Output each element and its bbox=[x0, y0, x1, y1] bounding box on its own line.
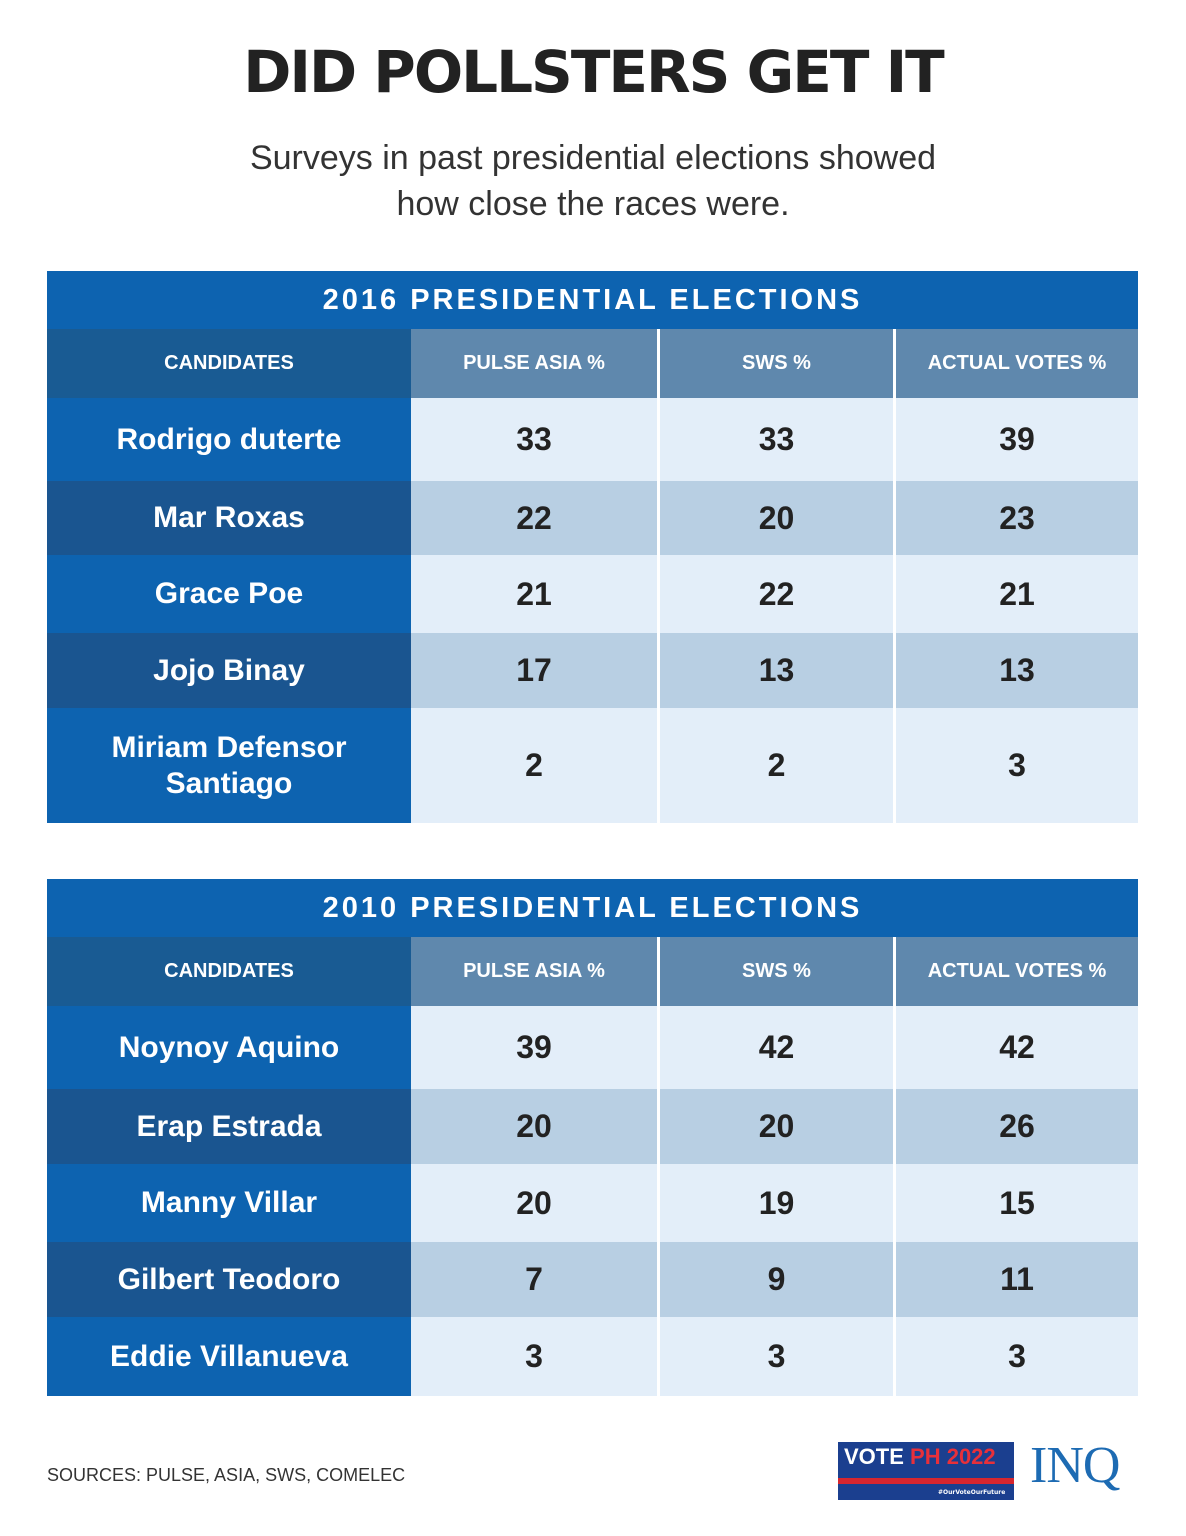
candidate-name: Grace Poe bbox=[47, 555, 411, 633]
percent-value: 42 bbox=[896, 1006, 1138, 1089]
percent-value: 42 bbox=[660, 1006, 896, 1089]
percent-value: 13 bbox=[660, 633, 896, 708]
percent-value: 33 bbox=[411, 398, 660, 481]
candidate-name: Jojo Binay bbox=[47, 633, 411, 708]
table-row: Noynoy Aquino 39 42 42 bbox=[47, 1006, 1138, 1089]
percent-value: 20 bbox=[411, 1164, 660, 1242]
percent-value: 2 bbox=[660, 708, 896, 823]
hashtag: #OurVoteOurFuture bbox=[938, 1489, 1006, 1496]
table-row: Rodrigo duterte 33 33 39 bbox=[47, 398, 1138, 481]
candidate-name: Mar Roxas bbox=[47, 481, 411, 555]
percent-value: 11 bbox=[896, 1242, 1138, 1317]
candidate-name: Gilbert Teodoro bbox=[47, 1242, 411, 1317]
sources-note: SOURCES: PULSE, ASIA, SWS, COMELEC bbox=[47, 1465, 406, 1485]
percent-value: 3 bbox=[411, 1317, 660, 1396]
vote-ph-2022-logo: VOTE PH 2022 #OurVoteOurFuture bbox=[838, 1442, 1014, 1500]
percent-value: 20 bbox=[660, 481, 896, 555]
column-header: ACTUAL VOTES % bbox=[896, 329, 1138, 398]
table-header: CANDIDATES PULSE ASIA % SWS % ACTUAL VOTES … bbox=[47, 937, 1138, 1006]
table-header: CANDIDATES PULSE ASIA % SWS % ACTUAL VOTES … bbox=[47, 329, 1138, 398]
page-title: DID POLLSTERS GET IT bbox=[243, 38, 945, 106]
percent-value: 7 bbox=[411, 1242, 660, 1317]
candidate-name: Rodrigo duterte bbox=[47, 398, 411, 481]
percent-value: 33 bbox=[660, 398, 896, 481]
percent-value: 22 bbox=[411, 481, 660, 555]
percent-value: 23 bbox=[896, 481, 1138, 555]
candidate-name: Manny Villar bbox=[47, 1164, 411, 1242]
subtitle-line-2: how close the races were. bbox=[396, 185, 790, 223]
table-title: 2016 PRESIDENTIAL ELECTIONS bbox=[47, 271, 1138, 329]
table-2010: 2010 PRESIDENTIAL ELECTIONS CANDIDATES PUL… bbox=[47, 879, 1138, 1396]
table-row: Gilbert Teodoro 7 9 11 bbox=[47, 1242, 1138, 1317]
table-row: Miriam Defensor Santiago 2 2 3 bbox=[47, 708, 1138, 823]
table-row: Jojo Binay 17 13 13 bbox=[47, 633, 1138, 708]
column-header: SWS % bbox=[660, 937, 896, 1006]
column-header: ACTUAL VOTES % bbox=[896, 937, 1138, 1006]
vote-logo-red-text: PH 2022 bbox=[910, 1444, 996, 1469]
subtitle: Surveys in past presidential elections s… bbox=[193, 135, 993, 227]
percent-value: 21 bbox=[896, 555, 1138, 633]
table-row: Grace Poe 21 22 21 bbox=[47, 555, 1138, 633]
percent-value: 21 bbox=[411, 555, 660, 633]
table-row: Manny Villar 20 19 15 bbox=[47, 1164, 1138, 1242]
subtitle-line-1: Surveys in past presidential elections s… bbox=[249, 139, 937, 177]
percent-value: 9 bbox=[660, 1242, 896, 1317]
column-header: PULSE ASIA % bbox=[411, 937, 660, 1006]
percent-value: 2 bbox=[411, 708, 660, 823]
table-2016: 2016 PRESIDENTIAL ELECTIONS CANDIDATES PUL… bbox=[47, 271, 1138, 823]
percent-value: 39 bbox=[411, 1006, 660, 1089]
percent-value: 13 bbox=[896, 633, 1138, 708]
percent-value: 39 bbox=[896, 398, 1138, 481]
table-row: Eddie Villanueva 3 3 3 bbox=[47, 1317, 1138, 1396]
column-header: CANDIDATES bbox=[47, 329, 411, 398]
candidate-name: Noynoy Aquino bbox=[47, 1006, 411, 1089]
table-title: 2010 PRESIDENTIAL ELECTIONS bbox=[47, 879, 1138, 937]
percent-value: 20 bbox=[411, 1089, 660, 1164]
percent-value: 22 bbox=[660, 555, 896, 633]
candidate-name: Eddie Villanueva bbox=[47, 1317, 411, 1396]
table-row: Erap Estrada 20 20 26 bbox=[47, 1089, 1138, 1164]
flag-stripe bbox=[838, 1478, 1014, 1484]
percent-value: 3 bbox=[896, 1317, 1138, 1396]
percent-value: 3 bbox=[896, 708, 1138, 823]
inq-logo: INQ bbox=[1030, 1437, 1120, 1494]
percent-value: 3 bbox=[660, 1317, 896, 1396]
candidate-name: Erap Estrada bbox=[47, 1089, 411, 1164]
percent-value: 17 bbox=[411, 633, 660, 708]
percent-value: 15 bbox=[896, 1164, 1138, 1242]
vote-logo-text: VOTE bbox=[844, 1444, 904, 1469]
percent-value: 19 bbox=[660, 1164, 896, 1242]
column-header: CANDIDATES bbox=[47, 937, 411, 1006]
table-row: Mar Roxas 22 20 23 bbox=[47, 481, 1138, 555]
candidate-name: Miriam Defensor Santiago bbox=[47, 708, 411, 823]
percent-value: 20 bbox=[660, 1089, 896, 1164]
column-header: PULSE ASIA % bbox=[411, 329, 660, 398]
column-header: SWS % bbox=[660, 329, 896, 398]
percent-value: 26 bbox=[896, 1089, 1138, 1164]
